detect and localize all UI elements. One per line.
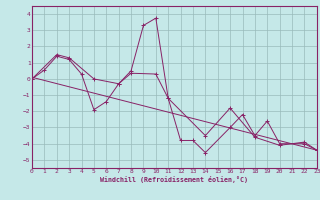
X-axis label: Windchill (Refroidissement éolien,°C): Windchill (Refroidissement éolien,°C) xyxy=(100,176,248,183)
